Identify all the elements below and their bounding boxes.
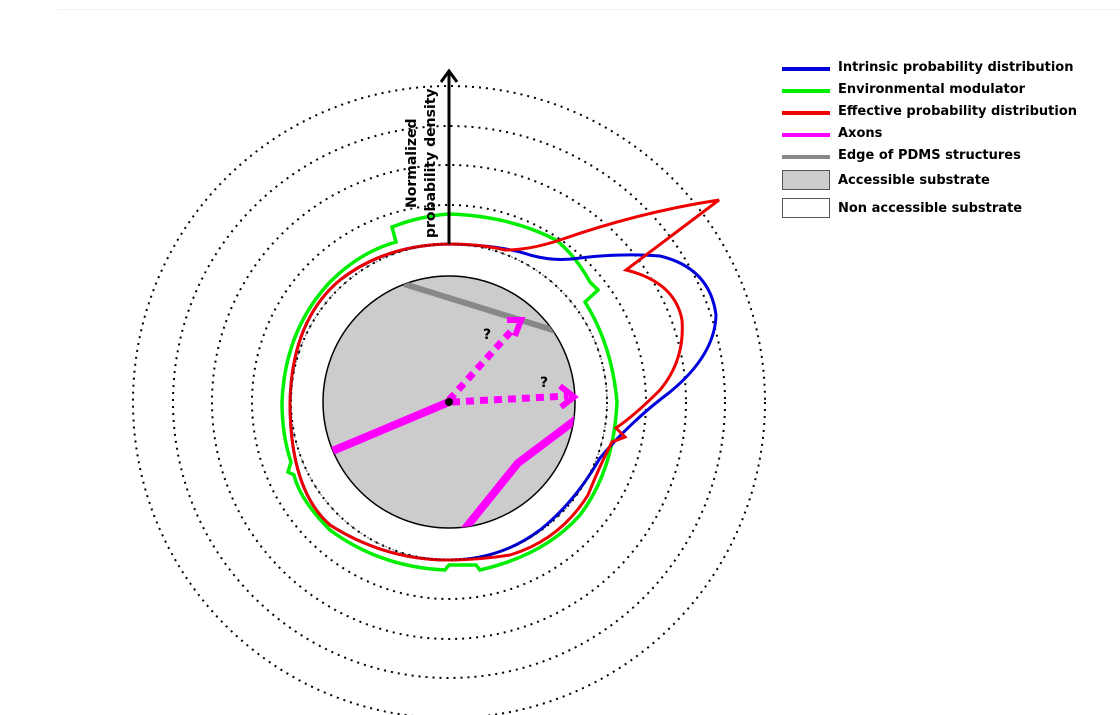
y-axis [441,71,457,244]
question-mark-upper: ? [483,327,491,343]
legend-swatch-line [782,89,830,93]
legend-swatch-line [782,133,830,137]
legend-label: Edge of PDMS structures [838,148,1021,163]
legend-label: Axons [838,126,882,141]
legend-swatch-box [782,198,830,218]
legend-swatch-line [782,67,830,71]
legend-label: Accessible substrate [838,173,990,188]
legend-label: Environmental modulator [838,82,1025,97]
legend-swatch-box [782,170,830,190]
question-mark-right: ? [540,375,548,391]
legend-label: Non accessible substrate [838,201,1022,216]
legend-swatch-line [782,111,830,115]
legend-label: Effective probability distribution [838,104,1077,119]
y-axis-label-line1: Normalized [404,118,420,208]
y-axis-label-line2: probability density [423,88,439,238]
axon-origin [445,398,453,406]
legend-label: Intrinsic probability distribution [838,60,1073,75]
legend-swatch-line [782,155,830,159]
